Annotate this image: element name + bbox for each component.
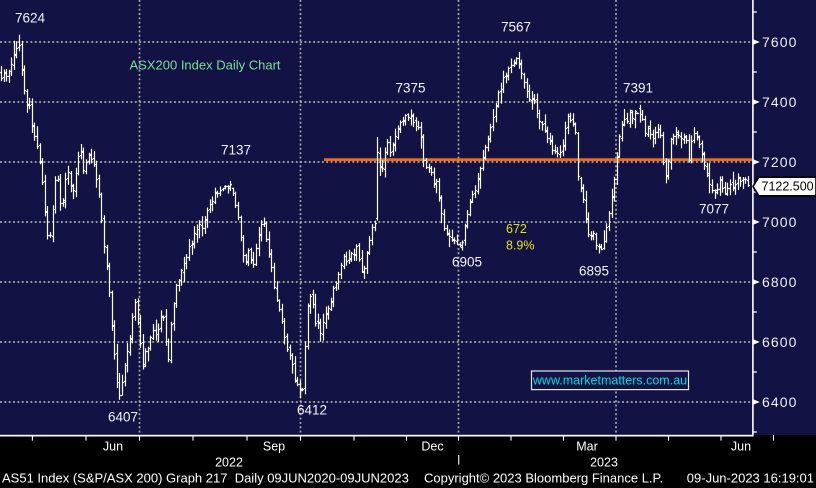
svg-text:Sep: Sep <box>263 440 285 454</box>
svg-text:ASX200 Index Daily Chart: ASX200 Index Daily Chart <box>130 58 281 73</box>
svg-text:672: 672 <box>506 222 527 236</box>
svg-text:09-Jun-2023 16:19:01: 09-Jun-2023 16:19:01 <box>687 471 814 486</box>
svg-text:Jun: Jun <box>103 440 123 454</box>
svg-text:6600: 6600 <box>762 334 798 350</box>
svg-text:7137: 7137 <box>221 143 251 158</box>
svg-text:Copyright© 2023 Bloomberg Fina: Copyright© 2023 Bloomberg Finance L.P. <box>424 471 663 486</box>
svg-text:6895: 6895 <box>579 264 609 279</box>
svg-text:7391: 7391 <box>623 81 653 96</box>
svg-text:www.marketmatters.com.au: www.marketmatters.com.au <box>532 374 687 388</box>
svg-text:7122.500: 7122.500 <box>762 180 814 194</box>
svg-text:7375: 7375 <box>395 81 425 96</box>
svg-text:7077: 7077 <box>699 202 729 217</box>
svg-text:6905: 6905 <box>452 255 482 270</box>
svg-text:2022: 2022 <box>215 456 243 470</box>
svg-text:8.9%: 8.9% <box>506 239 535 253</box>
svg-text:Mar: Mar <box>576 440 598 454</box>
svg-text:6407: 6407 <box>108 410 138 425</box>
svg-text:7000: 7000 <box>762 214 798 230</box>
svg-text:7600: 7600 <box>762 34 798 50</box>
svg-text:7624: 7624 <box>15 11 46 26</box>
svg-text:2023: 2023 <box>590 456 618 470</box>
svg-text:7200: 7200 <box>762 154 798 170</box>
svg-text:6412: 6412 <box>297 403 327 418</box>
svg-text:7567: 7567 <box>501 20 531 35</box>
svg-text:Dec: Dec <box>421 440 443 454</box>
svg-text:7400: 7400 <box>762 94 798 110</box>
svg-text:AS51 Index (S&P/ASX 200) Graph: AS51 Index (S&P/ASX 200) Graph 217 Daily… <box>2 471 409 486</box>
svg-text:6400: 6400 <box>762 394 798 410</box>
svg-text:Jun: Jun <box>731 440 751 454</box>
svg-text:6800: 6800 <box>762 274 798 290</box>
